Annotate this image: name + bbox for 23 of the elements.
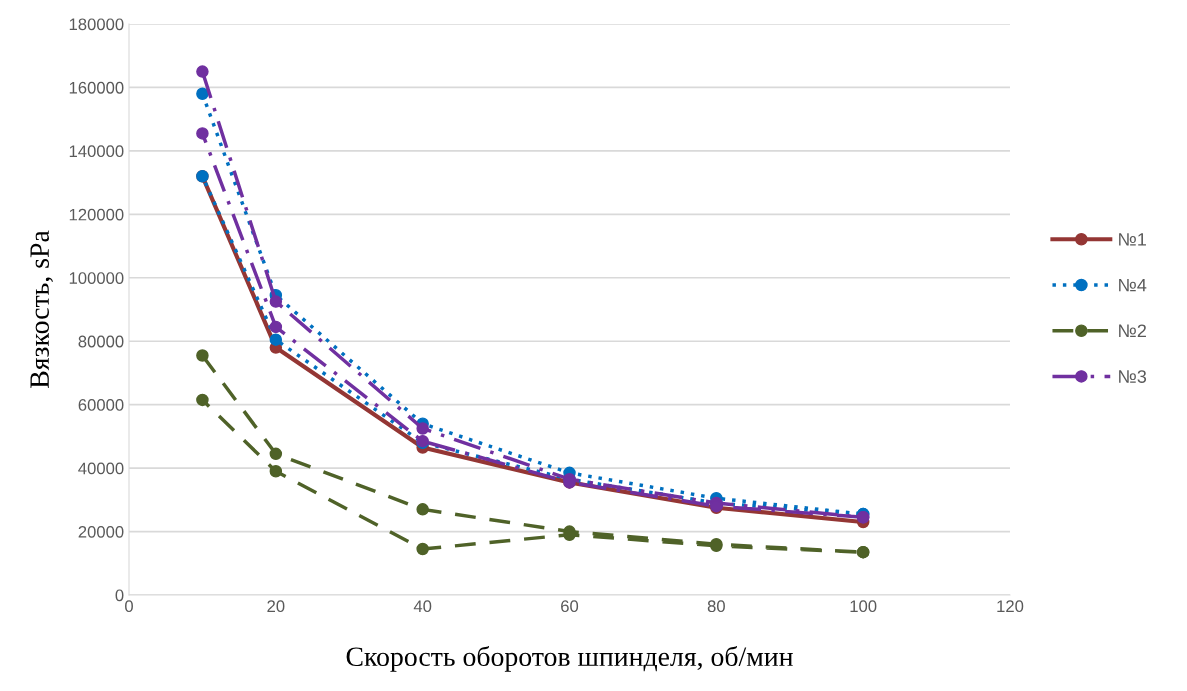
y-axis-title: Вязкость, sPa [30, 230, 53, 388]
y-tick-label: 40000 [78, 462, 124, 475]
y-tick-label: 0 [115, 589, 124, 602]
y-tick-label: 160000 [69, 81, 124, 94]
y-tick-label: 100000 [69, 272, 124, 284]
x-tick-label: 60 [561, 600, 579, 613]
x-tick-label: 100 [850, 600, 877, 613]
y-tick-label: 80000 [78, 335, 124, 348]
y-tick-label: 120000 [69, 208, 124, 221]
y-tick-label: 60000 [78, 399, 124, 411]
x-tick-label: 20 [267, 600, 285, 613]
x-axis-title: Скорость оборотов шпинделя, об/мин [346, 645, 793, 672]
y-tick-label: 180000 [69, 18, 124, 31]
x-tick-label: 40 [413, 600, 432, 613]
y-tick-label: 140000 [69, 145, 124, 158]
legend-label: №1 [1119, 233, 1146, 246]
legend-label: №4 [1119, 278, 1147, 292]
x-tick-label: 0 [125, 600, 133, 613]
y-tick-label: 20000 [78, 525, 124, 538]
x-tick-label: 120 [997, 600, 1024, 613]
legend-label: №3 [1119, 370, 1147, 383]
x-tick-label: 80 [707, 600, 725, 613]
legend-label: №2 [1119, 324, 1146, 338]
